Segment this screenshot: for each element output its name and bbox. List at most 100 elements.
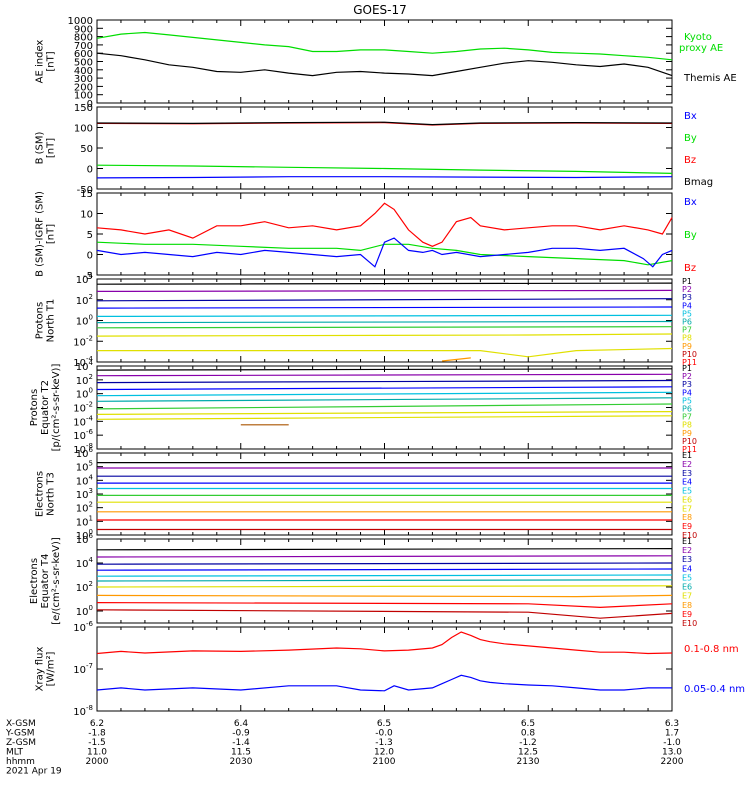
y-tick-label: 106 <box>76 532 94 546</box>
footer-row-label: Z-GSM <box>6 738 36 748</box>
y-tick-label: 100 <box>76 604 93 618</box>
y-tick-label: -50 <box>77 185 93 196</box>
series-kyoto-proxy-ae <box>96 31 673 61</box>
legend-entry: E2 <box>682 460 692 469</box>
footer-value: 6.4 <box>234 719 249 729</box>
y-tick-label: 10-4 <box>73 414 93 428</box>
footer-row-label: X-GSM <box>6 719 36 729</box>
series-e10 <box>96 609 673 619</box>
series-e6 <box>96 579 673 582</box>
series-e3 <box>96 562 673 565</box>
footer-value: 2200 <box>661 757 684 767</box>
legend-entry: E8 <box>682 601 692 610</box>
series-e7 <box>96 585 673 588</box>
series-p4 <box>96 306 673 309</box>
legend-entry: P2 <box>682 285 692 294</box>
y-tick-label: 10-6 <box>73 620 93 634</box>
footer-value: 2100 <box>373 757 396 767</box>
legend-entry: P3 <box>682 293 692 302</box>
y-tick-label: 104 <box>76 556 94 570</box>
y-axis-label: [W/m²] <box>46 651 57 686</box>
y-tick-label: 200 <box>74 82 93 93</box>
footer-value: 13.0 <box>662 748 682 758</box>
legend-entry: E3 <box>682 555 692 564</box>
footer-value: -1.3 <box>375 738 393 748</box>
legend-entry: P6 <box>682 318 692 327</box>
legend-entry: E3 <box>682 469 692 478</box>
footer-value: 2000 <box>86 757 109 767</box>
y-tick-label: 100 <box>74 124 93 135</box>
y-axis-label: Protons <box>29 389 40 426</box>
legend-entry: E8 <box>682 513 692 522</box>
y-tick-label: 150 <box>74 103 93 114</box>
legend-entry: P8 <box>682 421 692 430</box>
y-axis-label: Equator T4 <box>40 554 51 609</box>
y-tick-label: 103 <box>76 487 93 501</box>
series-p1 <box>96 282 673 285</box>
panel-ee: 100 102 104 106 Electrons Equator T4 [e/(cm²-s… <box>29 532 697 628</box>
series-p2 <box>96 289 673 292</box>
y-tick-label: 5 <box>87 230 93 241</box>
series-0-05-0-4-nm <box>96 674 672 692</box>
y-axis-label: [p/(cm²-s-sr-keV)] <box>51 364 62 452</box>
footer-value: -0.9 <box>232 729 250 739</box>
legend-entry: E10 <box>682 619 697 628</box>
y-axis-label: B (SM) <box>35 131 46 164</box>
y-tick-label: 300 <box>74 74 93 85</box>
panel-pn: 10-4 10-2 100 102 104 Protons North T1 P1P2P3P4… <box>35 272 698 369</box>
y-tick-label: 10-8 <box>73 704 93 718</box>
legend-entry: Themis AE <box>683 73 737 84</box>
panel-frame <box>96 626 673 712</box>
legend-entry: Bmag <box>684 177 713 188</box>
series-p4 <box>96 386 673 391</box>
y-axis-label: [nT] <box>46 51 57 71</box>
footer-value: 6.5 <box>521 719 535 729</box>
legend-entry: E6 <box>682 495 692 504</box>
y-axis-label: [e/(cm²-s-sr-keV)] <box>51 537 62 625</box>
panel-bsm: -50 0 50 100 150 B (SM) [nT] Bx By Bz Bmag <box>35 103 714 196</box>
y-tick-label: 102 <box>76 373 93 387</box>
footer-value: 11.5 <box>231 748 251 758</box>
y-axis-label: Xray flux <box>35 647 46 692</box>
legend-entry: E2 <box>682 546 692 555</box>
series-bx <box>96 176 673 179</box>
legend-entry: E1 <box>682 451 692 460</box>
footer-value: -1.5 <box>88 738 106 748</box>
legend-entry: P10 <box>682 437 697 446</box>
legend-entry: E9 <box>682 610 692 619</box>
legend-entry: E5 <box>682 487 692 496</box>
footer-row-label: MLT <box>6 748 24 758</box>
y-tick-label: 1000 <box>68 16 93 27</box>
y-tick-label: 600 <box>74 49 93 60</box>
panel-frame <box>96 365 673 450</box>
series-bz <box>96 202 673 247</box>
legend-entry: E6 <box>682 583 692 592</box>
footer-value: 6.5 <box>377 719 391 729</box>
series-e5 <box>96 574 673 577</box>
footer-value: -1.2 <box>519 738 537 748</box>
footer-value: 11.0 <box>87 748 107 758</box>
legend-entry: Bz <box>684 263 696 274</box>
y-tick-label: 106 <box>76 446 94 460</box>
y-tick-label: 15 <box>80 189 93 200</box>
series-p2 <box>96 373 673 377</box>
legend-entry: E4 <box>682 564 692 573</box>
y-tick-label: 100 <box>76 528 93 542</box>
series-by <box>96 164 673 174</box>
legend-entry: P2 <box>682 372 692 381</box>
footer-value: -0.0 <box>375 729 393 739</box>
panel-bigrf: -5 0 5 10 15 B (SM)-IGRF (SM) [nT] Bx By Bz <box>35 189 697 282</box>
legend-entry: 0.05-0.4 nm <box>684 684 745 695</box>
legend-entry: P4 <box>682 301 692 310</box>
y-tick-label: 10-2 <box>73 334 93 348</box>
y-tick-label: 0 <box>87 251 93 262</box>
footer-value: 12.0 <box>374 748 394 758</box>
legend-entry: Bx <box>684 111 697 122</box>
panel-xray: 10-8 10-7 10-6 Xray flux [W/m²] 0.1-0.8 nm 0.0… <box>35 620 746 718</box>
y-tick-label: 104 <box>76 359 94 373</box>
y-tick-label: -5 <box>83 271 93 282</box>
y-tick-label: 50 <box>80 144 93 155</box>
legend-entry: P4 <box>682 388 692 397</box>
y-tick-label: 101 <box>76 514 93 528</box>
